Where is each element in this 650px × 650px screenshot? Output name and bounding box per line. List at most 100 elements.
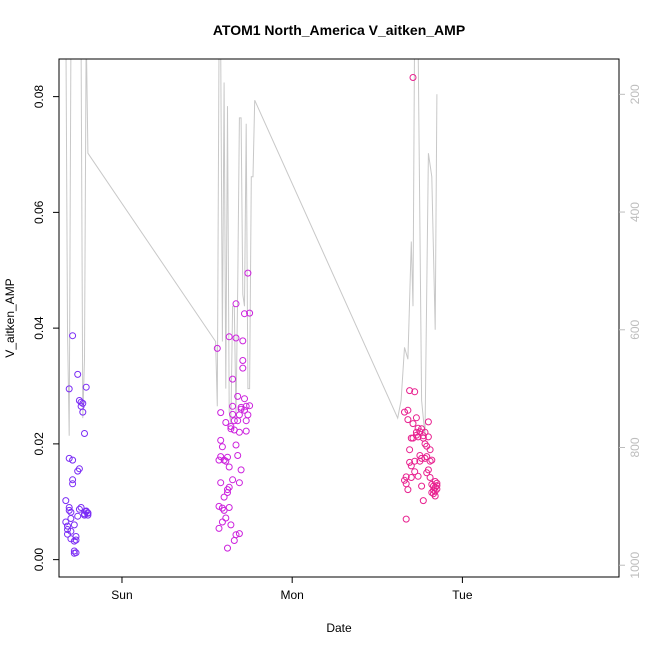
- x-tick-label: Mon: [281, 588, 304, 602]
- data-point: [67, 527, 75, 535]
- data-point: [234, 452, 242, 459]
- data-point: [75, 505, 83, 513]
- data-point: [65, 454, 73, 462]
- data-point: [428, 456, 436, 464]
- data-point: [235, 530, 243, 538]
- data-point: [227, 425, 235, 433]
- data-point: [424, 433, 432, 441]
- data-point: [70, 537, 78, 545]
- data-point: [218, 443, 226, 451]
- data-point: [81, 430, 88, 437]
- data-point: [232, 300, 240, 308]
- data-point: [224, 453, 231, 461]
- y-tick-label: 0.00: [32, 548, 46, 572]
- data-point: [412, 428, 420, 436]
- data-point: [232, 441, 240, 449]
- data-point: [72, 549, 80, 557]
- data-point: [242, 427, 250, 435]
- data-point: [235, 479, 243, 487]
- data-point: [411, 468, 419, 476]
- data-point: [237, 405, 245, 413]
- data-point: [79, 399, 87, 407]
- data-point: [237, 466, 245, 474]
- data-point: [421, 428, 429, 436]
- data-point: [241, 406, 248, 414]
- data-point: [79, 408, 87, 416]
- data-point: [65, 385, 73, 393]
- data-point: [418, 482, 426, 490]
- data-point: [229, 410, 237, 418]
- data-point: [72, 536, 80, 544]
- data-point: [75, 465, 83, 473]
- data-point: [404, 486, 412, 494]
- data-point: [239, 364, 247, 372]
- data-point: [239, 337, 247, 345]
- data-point: [414, 472, 422, 480]
- data-point: [406, 458, 414, 466]
- data-point: [407, 474, 415, 481]
- y-tick-label: 0.06: [32, 200, 46, 224]
- data-point: [69, 476, 77, 484]
- data-point: [406, 446, 414, 454]
- plot-frame: [58, 58, 620, 578]
- data-point: [67, 515, 75, 522]
- y-axis-left: 0.00 0.02 0.04 0.06 0.08: [32, 85, 59, 572]
- data-point: [65, 504, 73, 511]
- data-point: [419, 497, 427, 505]
- data-point: [426, 457, 434, 465]
- data-point: [227, 521, 235, 529]
- data-point: [239, 357, 247, 364]
- data-point: [215, 456, 223, 464]
- data-point: [222, 514, 230, 522]
- data-point: [70, 521, 78, 529]
- scatter-points-layer: [62, 74, 441, 557]
- data-point: [69, 480, 77, 488]
- y2-tick-label: 800: [628, 437, 642, 457]
- y-tick-label: 0.04: [32, 316, 46, 340]
- data-point: [409, 420, 417, 428]
- data-point: [419, 432, 427, 440]
- data-point: [414, 424, 422, 432]
- data-point: [217, 436, 225, 444]
- data-point: [241, 310, 248, 318]
- data-point: [218, 518, 226, 526]
- data-point: [77, 504, 85, 511]
- chart-title: ATOM1 North_America V_aitken_AMP: [213, 22, 465, 38]
- data-point: [411, 457, 419, 465]
- data-point: [426, 474, 434, 481]
- data-point: [64, 522, 71, 530]
- data-point: [433, 485, 441, 493]
- data-point: [215, 502, 223, 510]
- data-point: [74, 370, 82, 378]
- data-point: [244, 269, 252, 277]
- data-point: [220, 506, 228, 514]
- data-point: [229, 476, 237, 484]
- x-tick-label: Sun: [111, 588, 132, 602]
- data-point: [225, 504, 233, 511]
- data-point: [411, 388, 419, 396]
- data-point: [433, 482, 441, 490]
- data-point: [225, 483, 233, 491]
- x-axis: Sun Mon Tue: [111, 577, 473, 602]
- data-point: [401, 476, 408, 484]
- data-point: [222, 419, 230, 426]
- x-tick-label: Tue: [452, 588, 473, 602]
- data-point: [246, 402, 254, 410]
- data-point: [412, 431, 420, 439]
- y2-tick-label: 200: [628, 84, 642, 104]
- y-tick-label: 0.02: [32, 432, 46, 456]
- data-point: [229, 402, 237, 410]
- data-point: [421, 454, 429, 462]
- data-point: [69, 332, 77, 340]
- y2-tick-label: 600: [628, 319, 642, 339]
- data-point: [234, 392, 242, 400]
- data-point: [241, 395, 248, 403]
- data-point: [77, 398, 85, 406]
- data-point: [213, 344, 221, 352]
- data-point: [246, 309, 254, 317]
- data-point: [230, 417, 238, 425]
- data-point: [409, 74, 417, 81]
- data-point: [242, 402, 250, 410]
- data-point: [244, 411, 252, 419]
